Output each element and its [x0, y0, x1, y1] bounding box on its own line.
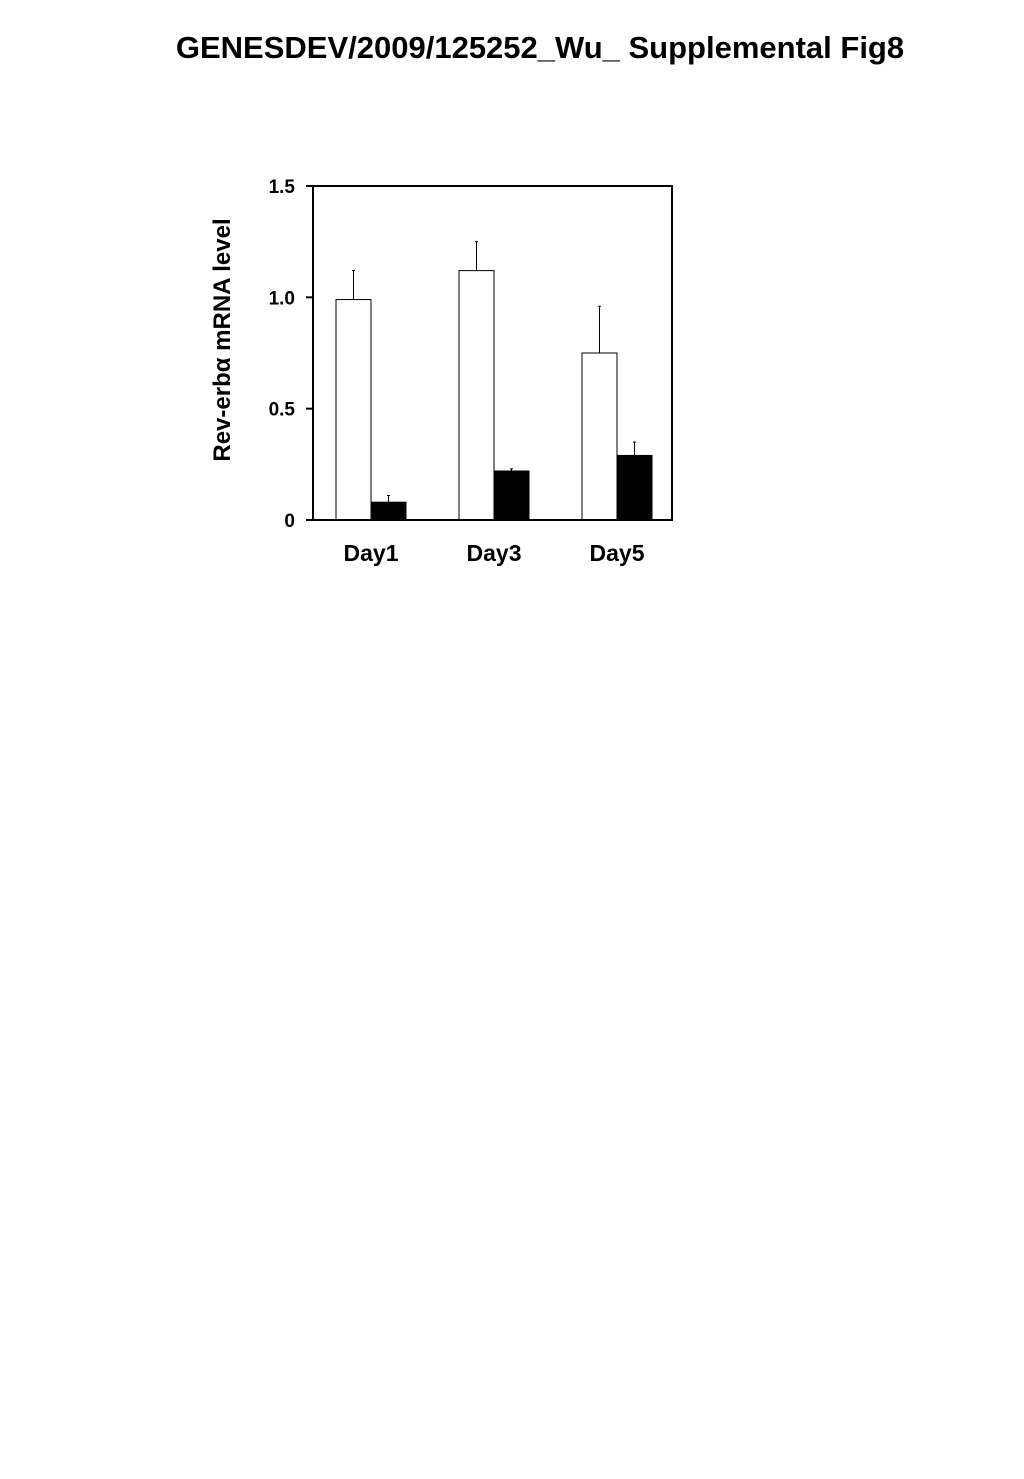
y-tick-label: 1.0 — [269, 288, 295, 309]
y-tick-label: 0.5 — [269, 400, 296, 421]
error-bars — [352, 241, 636, 503]
bar-day3-series1 — [458, 270, 495, 521]
bar-day3-series2 — [493, 470, 530, 521]
x-axis-labels: Day1 Day3 Day5 — [344, 540, 645, 566]
x-tick-label-day5: Day5 — [590, 540, 645, 566]
page-title: GENESDEV/2009/125252_Wu_ Supplemental Fi… — [175, 30, 905, 65]
bar-day5-series2 — [616, 454, 653, 521]
bars — [335, 270, 653, 521]
bar-day1-series2 — [370, 501, 407, 521]
y-axis-ticks: 0 0.5 1.0 1.5 — [269, 177, 313, 532]
y-tick-label: 1.5 — [269, 177, 296, 198]
y-axis-label: Rev-erbα mRNA level — [209, 218, 236, 461]
plot-frame — [312, 185, 673, 521]
y-tick-label: 0 — [284, 511, 295, 532]
y-axis-label-group: Rev-erbα mRNA level — [209, 218, 236, 461]
x-tick-label-day1: Day1 — [344, 540, 399, 566]
bar-day1-series1 — [335, 299, 372, 521]
x-tick-label-day3: Day3 — [467, 540, 522, 566]
bar-day5-series1 — [581, 352, 618, 521]
